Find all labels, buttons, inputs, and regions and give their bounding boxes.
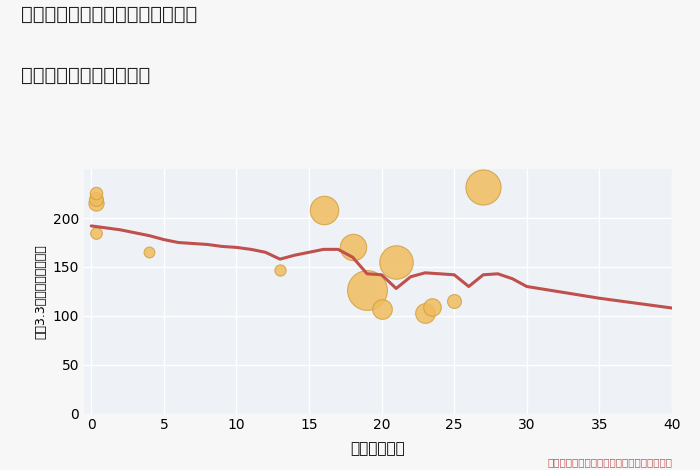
Point (361, 287, 372, 294)
Point (427, 303, 438, 311)
Point (376, 305, 387, 313)
Point (419, 309, 430, 317)
Point (347, 243, 358, 251)
Point (90, 195, 101, 202)
Point (477, 183, 489, 190)
Point (90, 189, 101, 196)
Point (90, 200, 101, 207)
Point (391, 258, 402, 266)
Point (144, 249, 155, 256)
Point (274, 266, 286, 274)
Point (90, 229, 101, 236)
X-axis label: 築年数（年）: 築年数（年） (351, 441, 405, 456)
Text: 神奈川県川崎市高津区千年新町の: 神奈川県川崎市高津区千年新町の (21, 5, 197, 24)
Y-axis label: 坪（3.3㎡）単価（万円）: 坪（3.3㎡）単価（万円） (34, 244, 47, 339)
Point (318, 206, 329, 214)
Point (449, 298, 460, 305)
Text: 築年数別中古戸建て価格: 築年数別中古戸建て価格 (21, 66, 150, 85)
Text: 円の大きさは、取引のあった物件面積を示す: 円の大きさは、取引のあった物件面積を示す (547, 458, 672, 468)
